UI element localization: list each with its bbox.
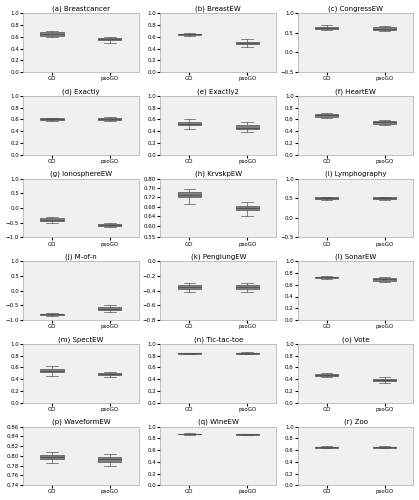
PathPatch shape [315, 114, 338, 116]
PathPatch shape [98, 308, 122, 310]
Title: (e) Exactly2: (e) Exactly2 [197, 88, 239, 94]
PathPatch shape [235, 353, 259, 354]
PathPatch shape [178, 192, 201, 198]
PathPatch shape [41, 455, 64, 460]
Title: (k) PenglungEW: (k) PenglungEW [191, 254, 246, 260]
PathPatch shape [98, 457, 122, 462]
PathPatch shape [41, 218, 64, 221]
PathPatch shape [235, 434, 259, 435]
Title: (m) SpectEW: (m) SpectEW [58, 336, 103, 342]
PathPatch shape [235, 285, 259, 289]
Title: (q) WineEW: (q) WineEW [198, 419, 239, 425]
Title: (i) Lymphography: (i) Lymphography [325, 171, 386, 177]
Title: (g) IonosphereEW: (g) IonosphereEW [50, 171, 112, 177]
PathPatch shape [373, 121, 396, 124]
PathPatch shape [315, 198, 338, 199]
Title: (o) Vote: (o) Vote [342, 336, 370, 342]
PathPatch shape [178, 285, 201, 289]
PathPatch shape [373, 378, 396, 381]
PathPatch shape [373, 198, 396, 199]
PathPatch shape [235, 206, 259, 210]
PathPatch shape [178, 353, 201, 354]
PathPatch shape [235, 42, 259, 44]
Title: (p) WaveformEW: (p) WaveformEW [52, 419, 110, 425]
PathPatch shape [235, 126, 259, 129]
PathPatch shape [373, 28, 396, 30]
PathPatch shape [178, 122, 201, 126]
PathPatch shape [41, 118, 64, 120]
PathPatch shape [41, 369, 64, 372]
PathPatch shape [373, 278, 396, 280]
PathPatch shape [98, 38, 122, 40]
PathPatch shape [315, 374, 338, 376]
PathPatch shape [373, 446, 396, 448]
PathPatch shape [98, 118, 122, 120]
Title: (c) CongressEW: (c) CongressEW [328, 6, 383, 12]
Title: (l) SonarEW: (l) SonarEW [335, 254, 376, 260]
PathPatch shape [178, 34, 201, 35]
PathPatch shape [98, 224, 122, 226]
PathPatch shape [41, 32, 64, 35]
Title: (d) Exactly: (d) Exactly [62, 88, 100, 94]
PathPatch shape [315, 276, 338, 278]
Title: (r) Zoo: (r) Zoo [344, 419, 367, 425]
Title: (b) BreastEW: (b) BreastEW [195, 6, 241, 12]
Title: (h) KrvskpEW: (h) KrvskpEW [195, 171, 242, 177]
Title: (a) Breastcancer: (a) Breastcancer [52, 6, 110, 12]
PathPatch shape [315, 26, 338, 29]
Title: (f) HeartEW: (f) HeartEW [335, 88, 376, 94]
PathPatch shape [98, 372, 122, 375]
Title: (j) M-of-n: (j) M-of-n [65, 254, 97, 260]
PathPatch shape [315, 446, 338, 448]
Title: (n) Tic-tac-toe: (n) Tic-tac-toe [194, 336, 243, 342]
